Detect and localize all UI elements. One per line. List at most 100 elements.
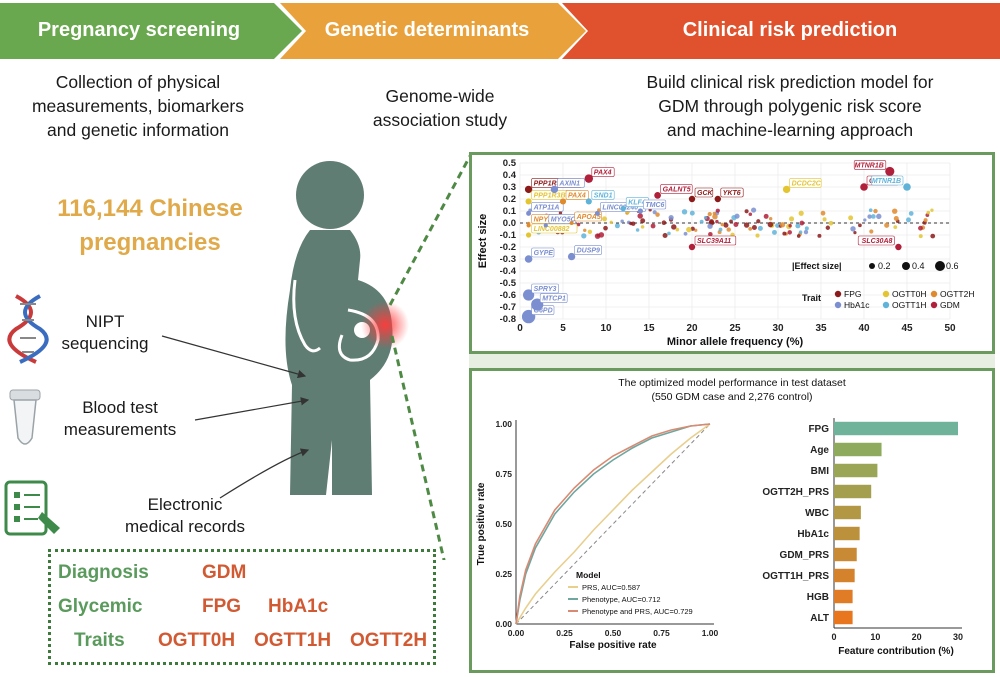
stage3-desc-line: GDM through polygenic risk score	[658, 96, 922, 116]
gene-label: LINC00240	[602, 204, 638, 211]
nipt-label: NIPT sequencing	[50, 311, 160, 355]
background-snp-point	[908, 211, 914, 216]
roc-y-tick: 0.50	[495, 519, 512, 529]
background-snp-point	[681, 209, 688, 215]
background-snp-point	[718, 227, 723, 232]
roc-x-tick: 1.00	[702, 628, 719, 638]
snp-point	[526, 232, 532, 238]
source-line: NIPT	[85, 312, 125, 331]
background-snp-point	[822, 217, 827, 222]
feature-label: OGTT1H_PRS	[762, 571, 829, 582]
background-snp-point	[694, 228, 698, 232]
size-legend-dot	[935, 261, 945, 271]
y-tick-label: -0.5	[500, 278, 517, 289]
snp-point	[543, 223, 548, 228]
feature-bar	[834, 484, 872, 499]
roc-y-tick: 1.00	[495, 419, 512, 429]
background-snp-point	[661, 220, 667, 226]
bar-x-tick: 20	[912, 632, 922, 642]
gene-label: GCK	[697, 190, 714, 197]
stage1-desc-line: Collection of physical	[55, 72, 221, 92]
roc-curve	[515, 423, 711, 625]
background-snp-point	[707, 223, 713, 229]
y-tick-label: 0.2	[503, 194, 516, 205]
background-snp-point	[787, 230, 792, 235]
gene-label: KLF4	[628, 200, 646, 207]
background-snp-point	[629, 221, 633, 226]
background-snp-point	[873, 208, 878, 214]
roc-y-tick: 0.75	[495, 469, 512, 479]
stage1-desc-line: measurements, biomarkers	[31, 96, 245, 116]
y-tick-label: 0.0	[503, 218, 516, 229]
gene-label: SLC30A8	[862, 238, 893, 245]
size-legend-value: 0.6	[946, 261, 959, 271]
background-snp-point	[820, 210, 826, 216]
background-snp-point	[906, 217, 911, 223]
roc-x-tick: 0.00	[508, 628, 525, 638]
background-snp-point	[583, 228, 587, 232]
feature-bar	[834, 505, 861, 520]
y-tick-label: 0.5	[503, 158, 517, 169]
snp-point	[526, 223, 531, 228]
background-snp-point	[720, 222, 725, 227]
background-snp-point	[594, 233, 601, 239]
background-snp-point	[772, 229, 777, 235]
gene-label: DUSP9	[577, 248, 600, 255]
background-snp-point	[652, 210, 657, 215]
background-snp-point	[756, 219, 761, 224]
background-snp-point	[751, 207, 757, 213]
y-tick-label: -0.8	[500, 314, 516, 325]
hba1c-label: HbA1c	[268, 596, 329, 617]
background-snp-point	[683, 231, 688, 236]
gene-label-box	[565, 190, 589, 200]
background-snp-point	[712, 211, 717, 216]
background-snp-point	[668, 215, 674, 221]
background-snp-point	[871, 214, 876, 219]
trait-legend-dot	[834, 301, 842, 309]
trait-legend-label: GDM	[940, 300, 960, 310]
background-snp-point	[748, 226, 753, 231]
background-snp-point	[662, 232, 668, 238]
gene-label: SLC39A11	[697, 238, 731, 245]
background-snp-point	[640, 225, 645, 229]
feature-label: ALT	[810, 613, 829, 624]
y-tick-label: -0.1	[500, 230, 517, 241]
feature-bar	[834, 421, 958, 436]
background-snp-point	[655, 212, 660, 217]
diagnosis-label: Diagnosis	[58, 562, 149, 583]
background-snp-point	[930, 233, 936, 239]
gene-label: AXIN1	[558, 180, 580, 187]
roc-and-feature-chart: The optimized model performance in test …	[476, 377, 963, 657]
trait-legend-label: OGTT0H	[892, 289, 926, 299]
feature-bar	[834, 589, 853, 604]
background-snp-point	[723, 222, 729, 228]
background-snp-point	[733, 222, 739, 227]
roc-y-label: True positive rate	[476, 482, 487, 565]
gene-label: DCDC2C	[792, 180, 822, 187]
background-snp-point	[788, 224, 792, 228]
roc-legend-label: Phenotype, AUC=0.712	[582, 595, 661, 604]
test-tube-icon	[9, 389, 41, 445]
background-snp-point	[640, 218, 646, 224]
background-snp-point	[712, 213, 718, 220]
background-snp-point	[768, 217, 773, 221]
gene-label-box	[857, 235, 895, 246]
y-tick-label: 0.4	[503, 170, 517, 181]
background-snp-point	[708, 231, 713, 237]
background-snp-point	[690, 226, 695, 231]
gene-label: G6PD	[534, 308, 553, 315]
bar-x-tick: 30	[953, 632, 963, 642]
background-snp-point	[884, 222, 890, 228]
background-snp-point	[796, 234, 801, 238]
roc-y-tick: 0.00	[495, 619, 512, 629]
header-arrows	[0, 3, 1000, 59]
feature-bar	[834, 610, 853, 625]
background-snp-point	[576, 222, 581, 227]
background-snp-point	[558, 211, 563, 215]
background-snp-point	[867, 214, 872, 219]
snp-point	[550, 185, 559, 194]
cohort-size: 116,144 Chinese pregnancies	[20, 192, 280, 260]
stage2-desc-line: association study	[372, 110, 508, 130]
background-snp-point	[743, 222, 750, 228]
x-tick-label: 45	[901, 323, 913, 334]
